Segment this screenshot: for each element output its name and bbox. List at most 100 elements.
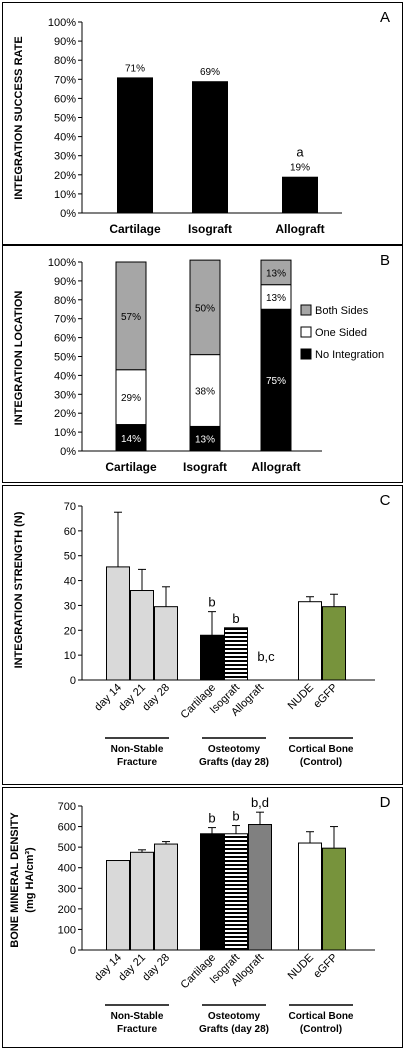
legend-label: One Sided: [315, 327, 367, 339]
y-tick-label: 400: [58, 863, 76, 875]
y-tick-label: 100: [58, 924, 76, 936]
bar: [130, 851, 154, 951]
stacked-bar-segment: [189, 425, 221, 452]
y-axis-title: (mg HA/cm³): [24, 847, 36, 913]
bar: [200, 833, 224, 951]
y-tick-label: 60%: [54, 333, 76, 345]
stacked-bar-segment: [115, 261, 147, 371]
bar: [106, 566, 130, 681]
y-tick-label: 0%: [60, 446, 76, 458]
bar: [322, 847, 346, 951]
y-tick-label: 50%: [54, 352, 76, 364]
bar-value-label: 19%: [290, 163, 310, 174]
significance-annotation: b,d: [251, 795, 269, 810]
y-tick-label: 80%: [54, 55, 76, 67]
y-tick-label: 50%: [54, 113, 76, 125]
bar-value-label: 69%: [200, 67, 220, 78]
segment-label: 13%: [195, 435, 215, 446]
y-tick-label: 90%: [54, 36, 76, 48]
y-tick-label: 50: [64, 551, 76, 563]
bar: [154, 843, 178, 951]
bar: [117, 77, 153, 213]
group-label: Cortical Bone (Control): [288, 744, 353, 768]
y-tick-label: 80%: [54, 295, 76, 307]
significance-annotation: a: [296, 145, 304, 160]
significance-annotation: b,c: [257, 649, 275, 664]
group-label: Osteotomy Grafts (day 28): [199, 1011, 269, 1035]
y-axis-title: INTEGRATION STRENGTH (N): [13, 511, 25, 668]
category-label: Isograft: [183, 460, 227, 474]
segment-label: 14%: [121, 434, 141, 445]
bar: [154, 606, 178, 681]
panel-letter: B: [380, 252, 390, 269]
y-tick-label: 100%: [48, 257, 76, 269]
category-label: Cartilage: [109, 222, 161, 236]
legend-label: Both Sides: [315, 305, 369, 317]
panel-d: D BONE MINERAL DENSITY (mg HA/cm³) 0 100 200 3…: [2, 787, 403, 1048]
y-axis-title: INTEGRATION SUCCESS RATE: [13, 36, 25, 199]
y-tick-label: 500: [58, 842, 76, 854]
y-tick-label: 200: [58, 904, 76, 916]
stacked-bar-segment: [260, 308, 292, 452]
bar: [248, 824, 272, 951]
bar: [200, 634, 224, 681]
y-tick-label: 30: [64, 600, 76, 612]
y-axis-title: BONE MINERAL DENSITY: [9, 812, 21, 948]
significance-annotation: b: [208, 595, 215, 610]
segment-label: 75%: [266, 376, 286, 387]
y-tick-label: 60: [64, 526, 76, 538]
y-tick-label: 40%: [54, 132, 76, 144]
bar: [130, 590, 154, 681]
legend-swatch: [300, 326, 312, 338]
y-tick-label: 90%: [54, 276, 76, 288]
bar: [282, 176, 318, 213]
y-tick-label: 30%: [54, 389, 76, 401]
panel-letter: A: [380, 9, 390, 26]
panel-letter: D: [380, 794, 391, 811]
category-label: Allograft: [251, 460, 300, 474]
bar: [192, 81, 228, 214]
y-tick-label: 10%: [54, 189, 76, 201]
significance-annotation: b: [208, 811, 215, 826]
bar: [224, 833, 248, 951]
segment-label: 57%: [121, 312, 141, 323]
category-label: Allograft: [275, 222, 324, 236]
y-tick-label: 600: [58, 822, 76, 834]
segment-label: 13%: [266, 268, 286, 279]
group-label: Non-Stable Fracture: [111, 1011, 164, 1035]
group-label: Cortical Bone (Control): [288, 1011, 353, 1035]
y-tick-label: 10%: [54, 427, 76, 439]
y-tick-label: 20%: [54, 408, 76, 420]
legend-swatch: [300, 304, 312, 316]
y-axis-title: INTEGRATION LOCATION: [13, 291, 25, 426]
segment-label: 29%: [121, 393, 141, 404]
panel-c: C INTEGRATION STRENGTH (N) 0 10 20 30 40 50 60 70…: [2, 485, 403, 785]
y-tick-label: 40%: [54, 370, 76, 382]
stacked-bar-segment: [189, 354, 221, 427]
bar-value-label: 71%: [125, 63, 145, 74]
group-label: Non-Stable Fracture: [111, 744, 164, 768]
y-tick-label: 0%: [60, 208, 76, 220]
group-label: Osteotomy Grafts (day 28): [199, 744, 269, 768]
y-tick-label: 60%: [54, 93, 76, 105]
y-tick-label: 20: [64, 625, 76, 637]
y-tick-label: 30%: [54, 151, 76, 163]
panel-b: B INTEGRATION LOCATION 0% 10% 20% 30% 40% 50% 60…: [2, 245, 403, 483]
bar: [224, 627, 248, 681]
stacked-bar-segment: [115, 369, 147, 426]
stacked-bar-segment: [260, 284, 292, 310]
category-label: Isograft: [188, 222, 232, 236]
stacked-bar-segment: [189, 259, 221, 356]
bar: [322, 606, 346, 681]
y-tick-label: 70%: [54, 74, 76, 86]
category-label: Cartilage: [105, 460, 157, 474]
bar: [298, 842, 322, 951]
segment-label: 38%: [195, 387, 215, 398]
bar: [106, 860, 130, 951]
y-tick-label: 10: [64, 650, 76, 662]
stacked-bar-segment: [260, 259, 292, 286]
y-tick-label: 40: [64, 576, 76, 588]
segment-label: 13%: [266, 293, 286, 304]
significance-annotation: b: [232, 809, 239, 824]
